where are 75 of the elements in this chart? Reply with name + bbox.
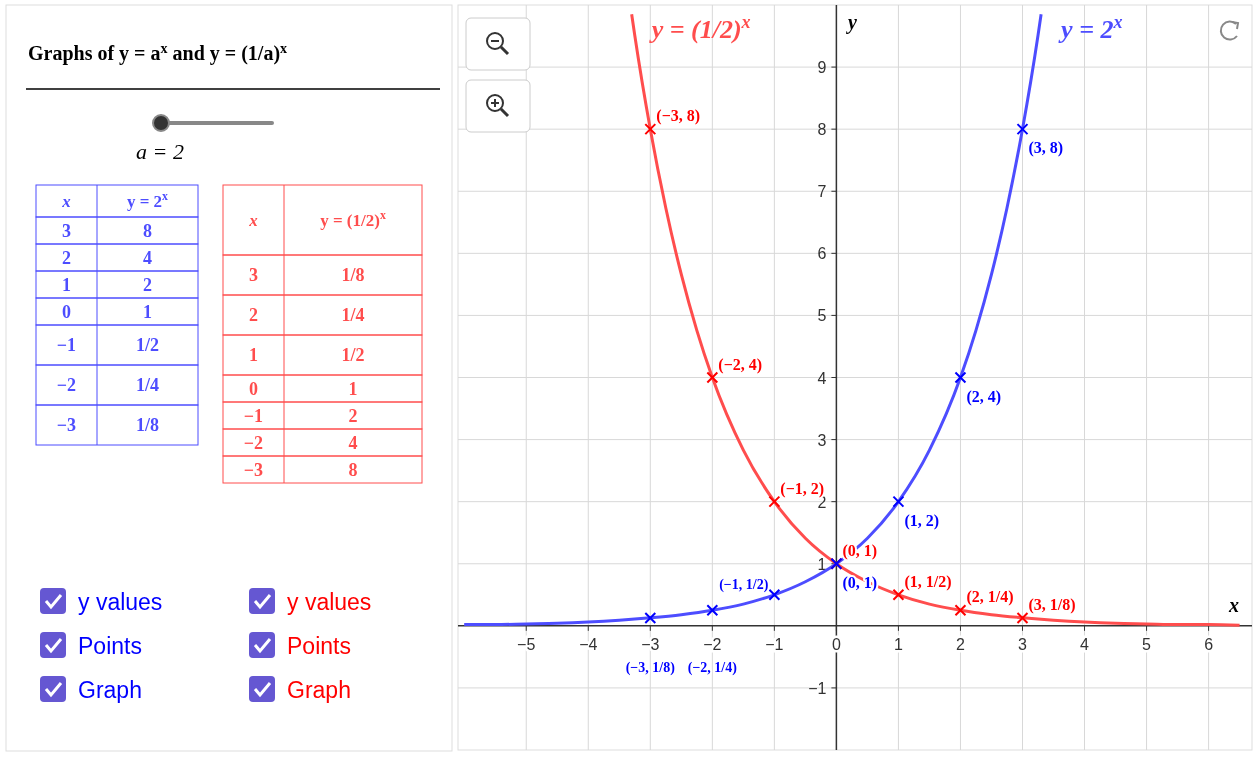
text: 1/2 [135,335,160,355]
data-label: (−2, 1/4) [687,659,738,676]
text: 1/8 [341,265,365,285]
text: y = 2$^{x}$ [126,189,169,211]
y-tick-label: 9 [817,59,827,77]
text: y = (1/2)$^{x}$ [320,208,386,230]
x-tick-label: −3 [641,635,660,653]
x-tick-label: 4 [1080,635,1090,653]
data-label: (−2, 4) [718,355,763,374]
y-tick-label: 6 [817,245,827,263]
text: −3 [56,415,77,435]
text: 1 [143,301,152,322]
text: −2 [56,375,77,395]
data-label: (−3, 1/8) [625,659,676,676]
y-axis-title: y [845,11,857,34]
x-tick-label: −1 [765,635,784,653]
y-tick-label: −1 [808,679,827,697]
data-label: (3, 1/8) [1028,596,1076,615]
text: Points [287,633,351,659]
text: 1/4 [341,305,365,325]
text: 1/8 [135,415,160,435]
text: Graph [78,677,142,703]
data-label: (−1, 1/2) [719,576,769,593]
x-axis-title: x [1228,593,1239,616]
data-label: (2, 1/4) [966,588,1014,607]
series-label: y = 2$^{x}$ [1058,12,1123,44]
text: 2 [143,274,152,295]
series-label: y = (1/2)$^{x}$ [648,12,751,44]
text: 0 [249,378,258,399]
text: 8 [348,459,358,480]
text: 1 [348,378,358,399]
text: 8 [143,220,152,241]
text: x [248,211,259,230]
data-label: (−3, 8) [656,107,701,126]
text: 3 [249,265,258,285]
x-tick-label: 2 [956,635,965,653]
y-tick-label: 8 [817,121,827,139]
text: Graphs of y = a$^{x}$ and y = (1/a)$^{x}$ [28,40,288,65]
text: y values [287,589,372,615]
y-tick-label: 7 [817,183,827,201]
text: 4 [143,247,152,268]
data-label: (1, 2) [904,511,940,530]
x-tick-label: 1 [893,635,903,653]
y-tick-label: 5 [817,307,827,325]
text: 1 [249,345,258,365]
text: Graph [287,677,351,703]
text: 2 [249,305,258,325]
text: −1 [243,405,264,426]
x-tick-label: 6 [1204,635,1214,653]
text: 1/4 [135,375,160,395]
x-tick-label: −5 [517,635,536,653]
text: x [61,192,72,211]
data-label: (3, 8) [1028,139,1064,158]
y-tick-label: 1 [817,555,827,573]
text: 2 [348,405,358,426]
x-tick-label: −2 [703,635,722,653]
text: −3 [243,459,264,480]
text: 2 [62,247,71,268]
text: 0 [62,301,71,322]
text: 1 [62,274,71,295]
text: Points [78,633,142,659]
text: 3 [62,220,71,241]
text: −2 [243,432,264,453]
x-tick-label: −4 [579,635,598,653]
text: a = 2 [136,139,184,164]
text: 1/2 [341,345,365,365]
text: y values [78,589,163,615]
text: 4 [348,432,358,453]
y-tick-label: 4 [817,369,827,387]
y-tick-label: 3 [817,431,827,449]
data-label: (2, 4) [966,387,1002,406]
x-tick-label: 5 [1142,635,1152,653]
data-label: (1, 1/2) [904,572,952,591]
text: −1 [56,335,77,355]
x-tick-label: 3 [1018,635,1028,653]
